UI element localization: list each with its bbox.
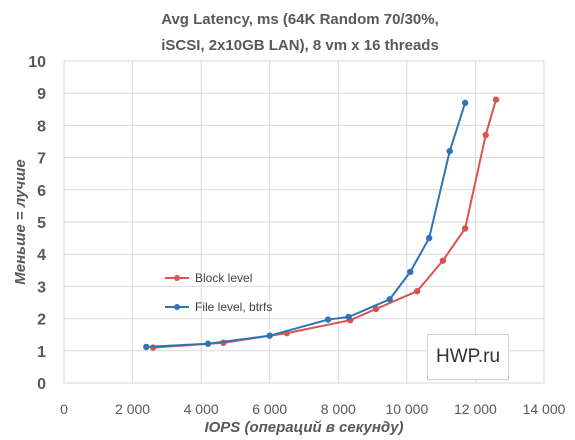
legend-swatch-block-level: [165, 272, 189, 284]
x-tick-label: 6 000: [252, 401, 287, 417]
data-point: [345, 313, 352, 321]
x-tick-label: 12 000: [454, 401, 497, 417]
data-point: [372, 305, 380, 313]
chart-title-line1: Avg Latency, ms (64K Random 70/30%,: [161, 11, 439, 28]
y-axis-label: Меньше = лучше: [12, 159, 29, 284]
legend-label-file-level: File level, btrfs: [195, 300, 273, 314]
x-axis-label: IOPS (операций в секунду): [204, 419, 403, 436]
data-point: [439, 257, 447, 264]
y-tick-label: 7: [37, 151, 46, 168]
grid: [63, 60, 545, 384]
y-tick-label: 5: [37, 215, 46, 232]
legend-item-block-level: Block level: [165, 268, 272, 288]
x-tick-label: 10 000: [385, 401, 428, 417]
series-line-1: [146, 102, 467, 348]
x-tick-label: 14 000: [523, 401, 566, 417]
data-point: [386, 296, 393, 303]
x-tick-label: 8 000: [321, 401, 356, 417]
y-tick-label: 1: [37, 344, 46, 361]
series-layer: [143, 96, 500, 351]
data-point: [407, 268, 414, 276]
x-tick-label: 2 000: [115, 401, 150, 417]
y-tick-label: 8: [37, 118, 46, 135]
data-point: [425, 234, 433, 242]
legend-label-block-level: Block level: [195, 271, 253, 285]
hwp-watermark: HWP.ru: [427, 334, 509, 380]
tick-labels: 0 1 2 3 4 5 6 7 8 9 10 0 2 000 4 000 6 000 8 000 10 000 1…: [28, 54, 565, 417]
x-tick-label: 0: [60, 401, 68, 417]
data-point: [461, 99, 469, 107]
data-point: [413, 288, 421, 295]
legend-item-file-level: File level, btrfs: [165, 297, 272, 317]
y-tick-label: 9: [37, 86, 46, 103]
data-point: [143, 343, 150, 351]
chart-title-line2: iSCSI, 2x10GB LAN), 8 vm x 16 threads: [161, 37, 439, 54]
data-point: [482, 131, 489, 139]
y-tick-label: 2: [37, 312, 46, 329]
x-tick-label: 4 000: [184, 401, 219, 417]
y-tick-label: 3: [37, 279, 46, 296]
data-point: [446, 147, 453, 155]
data-point: [461, 225, 469, 232]
data-point: [204, 340, 212, 347]
data-point: [266, 332, 273, 339]
data-point: [492, 96, 500, 103]
y-tick-label: 4: [37, 247, 46, 264]
legend: Block level File level, btrfs: [165, 268, 272, 326]
y-tick-label: 10: [28, 54, 46, 71]
y-tick-label: 0: [37, 376, 46, 393]
y-tick-label: 6: [37, 183, 46, 200]
data-point: [324, 316, 332, 323]
legend-swatch-file-level: [165, 301, 189, 313]
